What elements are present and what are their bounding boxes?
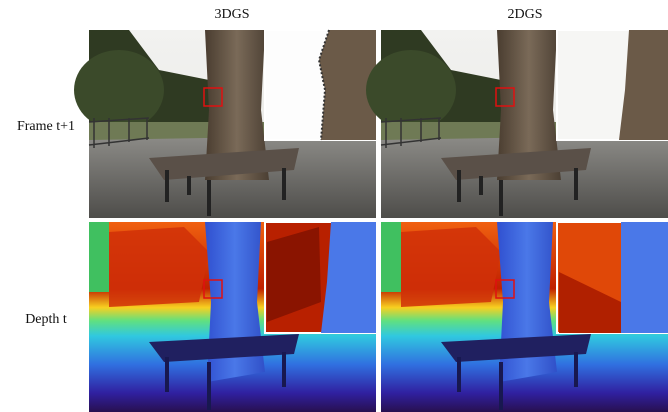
row-label: Frame t+1 — [17, 119, 75, 134]
column-header: 2DGS — [507, 7, 542, 22]
column-header: 3DGS — [214, 7, 249, 22]
image — [74, 30, 376, 218]
figure: 3DGS 2DGS Frame t+1 Depth t — [0, 0, 668, 412]
depth-image — [381, 222, 668, 412]
depth-image — [89, 222, 376, 412]
image — [366, 30, 668, 218]
row-label: Depth t — [25, 312, 67, 327]
